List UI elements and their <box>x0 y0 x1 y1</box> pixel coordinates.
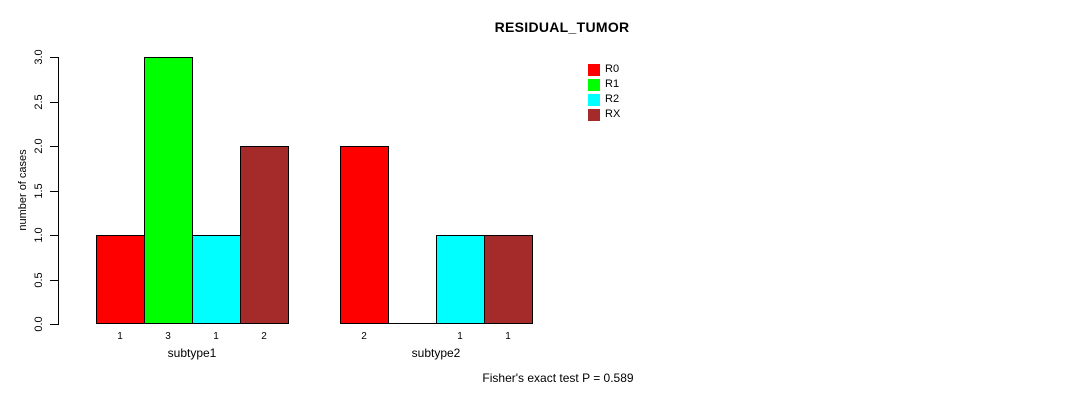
y-tick <box>50 280 58 281</box>
bar-rx-subtype2 <box>484 235 533 324</box>
y-tick <box>50 146 58 147</box>
bar-r1-subtype1 <box>144 57 193 324</box>
y-tick <box>50 57 58 58</box>
y-tick <box>50 191 58 192</box>
bar-r2-subtype2 <box>436 235 485 324</box>
y-tick-label: 2.0 <box>33 138 45 154</box>
legend-swatch-r2 <box>588 94 600 106</box>
group-label-subtype2: subtype2 <box>411 346 461 360</box>
bar-count-label: 3 <box>165 331 171 342</box>
legend-label-rx: RX <box>605 108 621 120</box>
stats-annotation: Fisher's exact test P = 0.589 <box>482 371 634 385</box>
y-tick-label: 2.5 <box>33 94 45 110</box>
bar-rx-subtype1 <box>240 146 289 324</box>
zero-bar-r1-subtype2 <box>388 323 437 324</box>
legend-swatch-r1 <box>588 79 600 91</box>
bar-count-label: 1 <box>505 331 511 342</box>
y-tick-label: 1.5 <box>33 183 45 199</box>
y-tick-label: 0.0 <box>33 316 45 332</box>
bar-count-label: 2 <box>361 331 367 342</box>
y-tick <box>50 235 58 236</box>
legend-label-r0: R0 <box>605 63 620 75</box>
y-tick-label: 1.0 <box>33 227 45 243</box>
bar-r0-subtype2 <box>340 146 389 324</box>
y-tick-label: 0.5 <box>33 272 45 288</box>
bar-count-label: 2 <box>261 331 267 342</box>
y-tick <box>50 102 58 103</box>
bar-count-label: 1 <box>117 331 123 342</box>
bar-count-label: 1 <box>457 331 463 342</box>
legend-label-r2: R2 <box>605 93 620 105</box>
bar-count-label: 1 <box>213 331 219 342</box>
chart-title: RESIDUAL_TUMOR <box>494 19 630 35</box>
legend-swatch-rx <box>588 109 600 121</box>
legend-label-r1: R1 <box>605 78 620 90</box>
bar-r2-subtype1 <box>192 235 241 324</box>
legend-swatch-r0 <box>588 64 600 76</box>
y-tick <box>50 324 58 325</box>
y-axis-label: number of cases <box>17 149 29 231</box>
y-tick-label: 3.0 <box>33 49 45 65</box>
y-axis-line <box>58 57 59 325</box>
group-label-subtype1: subtype1 <box>167 346 217 360</box>
bar-r0-subtype1 <box>96 235 145 324</box>
